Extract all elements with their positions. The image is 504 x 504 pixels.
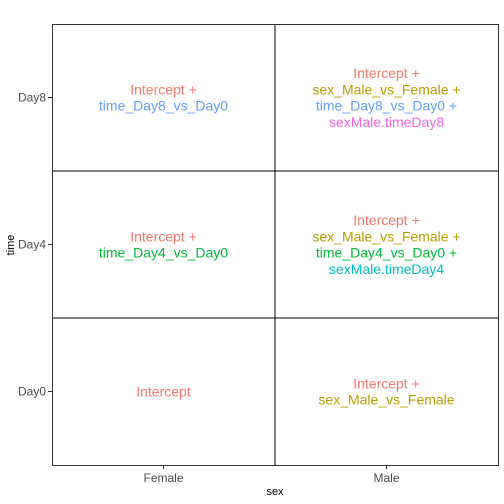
- formula-term: sex_Male_vs_Female: [318, 392, 454, 408]
- formula-term: Intercept +: [130, 228, 197, 244]
- formula-term: Intercept +: [130, 81, 197, 97]
- formula-term: Intercept: [136, 384, 191, 400]
- formula-term: time_Day8_vs_Day0 +: [316, 98, 457, 114]
- formula-term: time_Day4_vs_Day0 +: [316, 245, 457, 261]
- y-tick-label: Day8: [18, 91, 46, 105]
- cell-formula: Intercept +sex_Male_vs_Female +time_Day8…: [312, 65, 460, 130]
- formula-term: sexMale.timeDay4: [329, 261, 444, 277]
- y-axis-title: time: [5, 235, 17, 256]
- x-tick-label: Female: [143, 471, 183, 485]
- formula-term: sex_Male_vs_Female +: [312, 228, 460, 244]
- formula-term: time_Day8_vs_Day0: [99, 98, 228, 114]
- x-axis-title: sex: [266, 486, 284, 498]
- cell-formula: Intercept +time_Day4_vs_Day0: [99, 228, 228, 260]
- formula-term: Intercept +: [353, 212, 420, 228]
- formula-term: Intercept +: [353, 375, 420, 391]
- grid-lines: [52, 24, 498, 465]
- formula-term: sexMale.timeDay8: [329, 114, 444, 130]
- formula-term: Intercept +: [353, 65, 420, 81]
- cell-formula: Intercept: [136, 384, 191, 400]
- x-axis: Female Male: [143, 465, 400, 485]
- x-tick-label: Male: [373, 471, 399, 485]
- y-tick-label: Day0: [18, 385, 46, 399]
- formula-term: time_Day4_vs_Day0: [99, 245, 228, 261]
- cell-formula: Intercept +sex_Male_vs_Female: [318, 375, 454, 407]
- cell-formula: Intercept +time_Day8_vs_Day0: [99, 81, 228, 113]
- y-tick-label: Day4: [18, 238, 46, 252]
- cell-formula: Intercept +sex_Male_vs_Female +time_Day4…: [312, 212, 460, 277]
- panel-border: [52, 24, 499, 466]
- formula-term: sex_Male_vs_Female +: [312, 81, 460, 97]
- y-axis: Day0 Day4 Day8: [18, 91, 52, 399]
